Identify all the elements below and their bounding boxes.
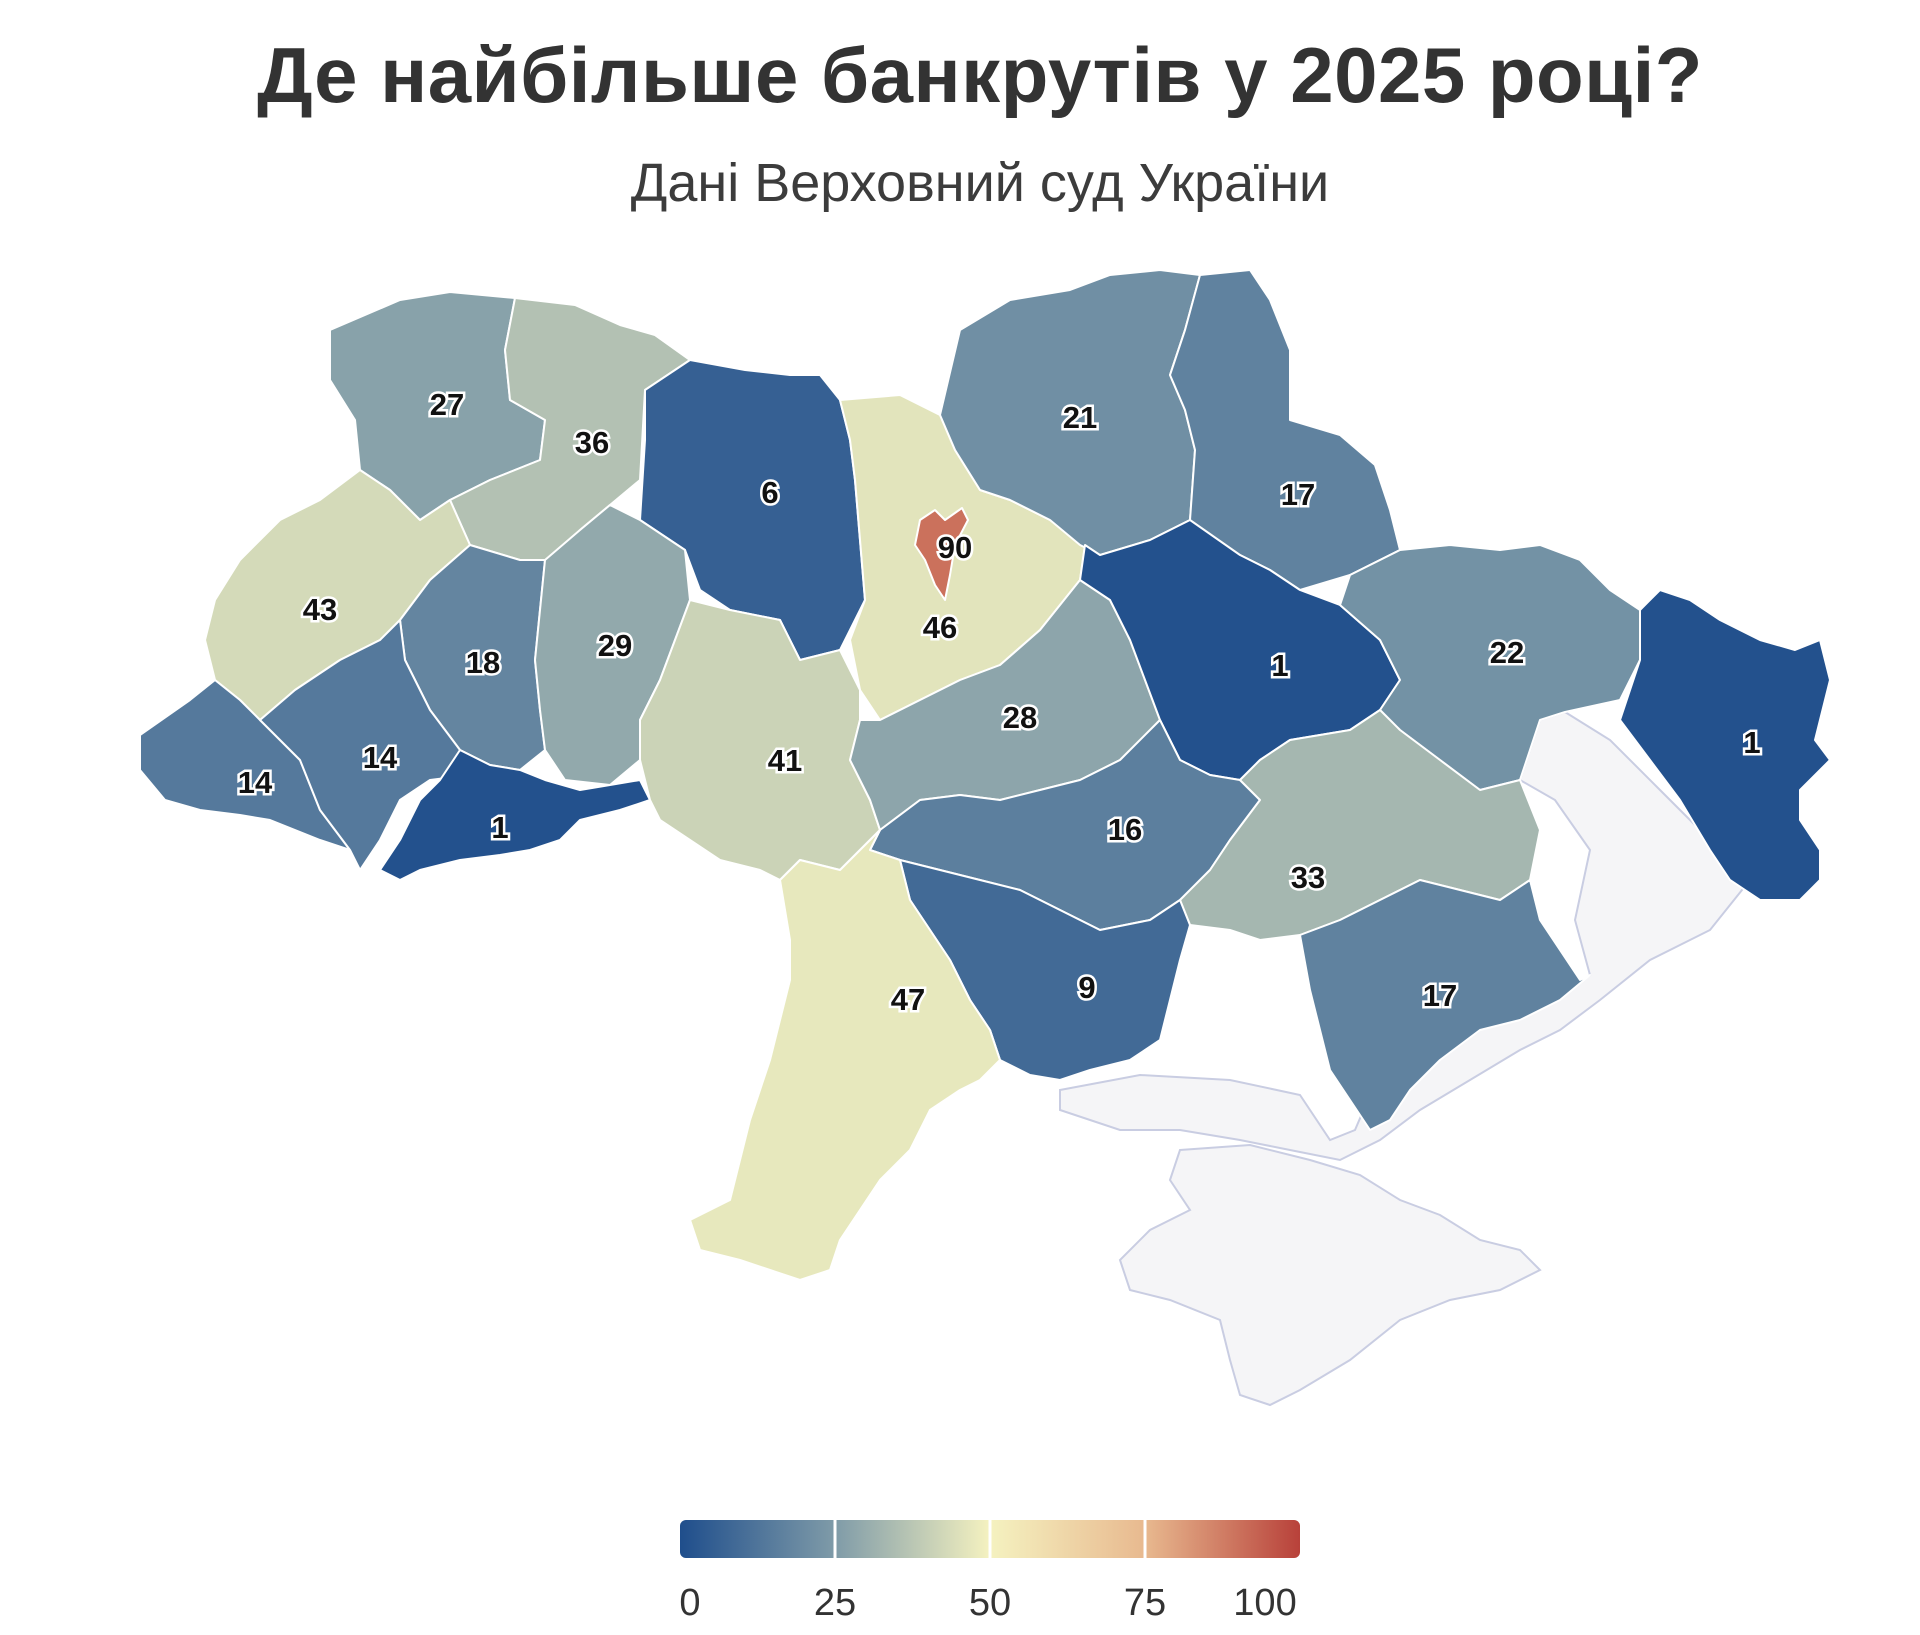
label-rivne: 36 [575, 425, 609, 460]
label-poltava: 1 [1271, 648, 1288, 683]
region-sumy [1169, 269, 1401, 591]
label-zhytomyr: 6 [761, 475, 778, 510]
label-dnipropetrovsk: 33 [1291, 860, 1325, 895]
legend-tick-0: 0 [679, 1582, 700, 1624]
label-zaporizhzhia: 17 [1423, 978, 1457, 1013]
label-odesa: 47 [891, 982, 925, 1017]
label-kharkiv: 22 [1490, 635, 1524, 670]
label-chernivtsi: 1 [491, 810, 508, 845]
label-vinnytsia: 41 [768, 743, 802, 778]
label-kirovohrad: 16 [1108, 812, 1142, 847]
crimea-region [1118, 1143, 1542, 1407]
label-luhansk: 1 [1743, 725, 1760, 760]
label-ternopil: 18 [466, 645, 500, 680]
page-subtitle: Дані Верховний суд України [630, 153, 1330, 213]
region-zaporizhzhia [1299, 879, 1591, 1131]
label-volyn: 27 [430, 387, 464, 422]
label-zakarpattia: 14 [238, 765, 273, 800]
page-title: Де найбільше банкрутів у 2025 році? [257, 31, 1703, 119]
region-odesa [689, 829, 1001, 1281]
label-lviv: 43 [303, 592, 337, 627]
legend-tick-50: 50 [969, 1582, 1011, 1624]
label-cherkasy: 28 [1003, 700, 1037, 735]
region-dnipropetrovsk [1179, 709, 1541, 941]
label-khmelnytskyi: 29 [598, 628, 632, 663]
legend-tick-100: 100 [1233, 1582, 1296, 1624]
legend-tick-25: 25 [814, 1582, 856, 1624]
label-kyiv-oblast: 46 [923, 610, 957, 645]
region-luhansk [1619, 589, 1831, 901]
region-chernivtsi [379, 749, 651, 881]
legend-tick-75: 75 [1124, 1582, 1166, 1624]
label-mykolaiv: 9 [1078, 970, 1095, 1005]
region-kyiv-city [914, 507, 969, 601]
color-legend: 0 25 50 75 100 [679, 1520, 1300, 1624]
label-ivano-frankivsk: 14 [363, 740, 398, 775]
label-kyiv-city: 90 [938, 530, 972, 565]
label-sumy: 17 [1281, 477, 1315, 512]
label-chernihiv: 21 [1063, 400, 1097, 435]
